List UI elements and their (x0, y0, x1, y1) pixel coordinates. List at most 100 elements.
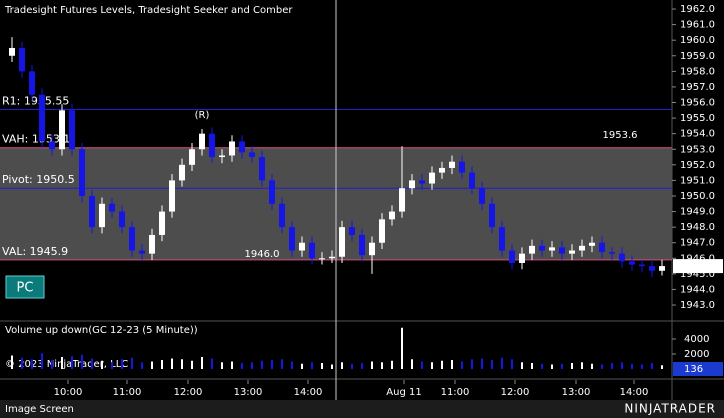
candle-body (309, 242, 315, 259)
candle-body (229, 141, 235, 156)
chart-title: Tradesight Futures Levels, Tradesight Se… (4, 5, 293, 16)
candle-body (619, 253, 625, 262)
candle-body (249, 152, 255, 158)
candle-body (179, 164, 185, 181)
candle-body (379, 219, 385, 243)
candle-body (339, 227, 345, 257)
candle-body (199, 133, 205, 150)
volume-bar (271, 360, 273, 370)
badge-box (5, 275, 45, 299)
candle-body (659, 266, 665, 271)
candle-body (79, 149, 85, 196)
y-tick-label: 1944.0 (680, 284, 715, 295)
candle-body (439, 167, 445, 173)
volume-bar (161, 360, 163, 370)
volume-bar (441, 360, 443, 370)
volume-bar (621, 362, 623, 370)
volume-bar (471, 359, 473, 370)
volume-bar (281, 359, 283, 370)
volume-bar (591, 363, 593, 370)
candle-body (399, 188, 405, 212)
candle-body (89, 195, 95, 228)
volume-bar (41, 353, 43, 370)
candle-body (579, 245, 585, 251)
volume-last-label: 136 (684, 364, 703, 375)
candle-body (449, 161, 455, 168)
volume-bar (181, 359, 183, 370)
x-tick-label: 14:00 (620, 387, 649, 398)
volume-bar (111, 362, 113, 370)
candle-body (389, 211, 395, 220)
volume-bar (131, 357, 133, 370)
candle-body (629, 261, 635, 265)
volume-bar (481, 358, 483, 370)
y-tick-label: 1960.0 (680, 35, 715, 46)
candle-body (359, 234, 365, 256)
volume-bar (411, 359, 413, 370)
volume-bar (581, 362, 583, 370)
candle-body (549, 247, 555, 251)
candle-body (419, 180, 425, 184)
volume-bar (641, 364, 643, 370)
volume-bar (251, 362, 253, 370)
candle-body (139, 250, 145, 254)
volume-bar (601, 364, 603, 370)
y-tick-label: 1961.0 (680, 20, 715, 31)
volume-tick-label: 2000 (684, 349, 709, 360)
last-price-box (673, 259, 723, 274)
status-bar (0, 400, 724, 418)
volume-bar (121, 359, 123, 370)
candle-body (519, 253, 525, 263)
candle-body (59, 110, 65, 150)
volume-bar (491, 360, 493, 370)
y-tick-label: 1951.0 (680, 175, 715, 186)
volume-bar (291, 361, 293, 370)
level-label: R1: 1955.55 (2, 95, 69, 108)
volume-bar (311, 362, 313, 370)
y-tick-label: 1948.0 (680, 222, 715, 233)
candle-body (429, 172, 435, 184)
candle-body (349, 227, 355, 235)
x-tick-label: 14:00 (294, 387, 323, 398)
volume-bar (461, 361, 463, 370)
volume-bar (171, 358, 173, 370)
candle-body (329, 256, 335, 259)
volume-bar (571, 363, 573, 370)
y-tick-label: 1958.0 (680, 66, 715, 77)
x-tick-label: 11:00 (113, 387, 142, 398)
candle-body (289, 227, 295, 251)
candle-body (219, 155, 225, 158)
y-tick-label: 1962.0 (680, 4, 715, 15)
volume-bar (321, 363, 323, 370)
candle-body (319, 258, 325, 260)
copyright: © 2023 NinjaTrader, LLC (5, 359, 128, 370)
last-price-label: 1945.5 (680, 261, 715, 272)
candle-body (529, 245, 535, 254)
candle-body (569, 250, 575, 254)
volume-bar (431, 362, 433, 370)
candle-body (299, 242, 305, 251)
volume-bar (371, 361, 373, 370)
y-tick-label: 1950.0 (680, 191, 715, 202)
candle-body (99, 203, 105, 228)
volume-last-box (673, 362, 723, 376)
volume-bar (211, 358, 213, 370)
y-tick-label: 1956.0 (680, 98, 715, 109)
candle-body (159, 211, 165, 235)
candle-body (609, 252, 615, 254)
x-tick-label: Aug 11 (386, 387, 421, 398)
volume-bar (261, 360, 263, 370)
volume-bar (101, 360, 103, 370)
badge: PC (17, 281, 34, 296)
y-tick-label: 1947.0 (680, 238, 715, 249)
candle-body (479, 188, 485, 204)
volume-bar (611, 363, 613, 370)
candle-body (239, 141, 245, 153)
candle-body (599, 242, 605, 253)
candle-body (19, 47, 25, 72)
volume-bar (501, 357, 503, 370)
volume-bar (361, 363, 363, 370)
candle-body (209, 133, 215, 158)
volume-bar (221, 362, 223, 370)
